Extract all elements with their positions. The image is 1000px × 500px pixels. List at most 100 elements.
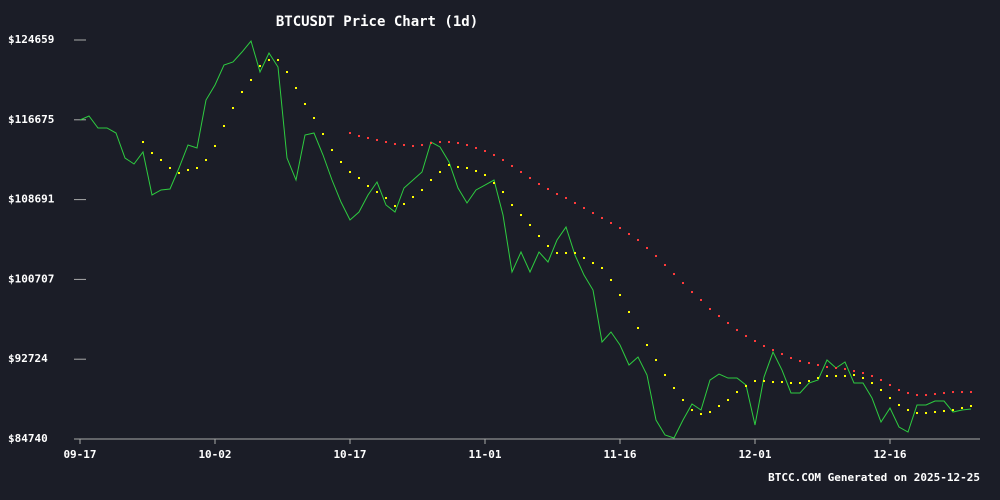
ma-dot bbox=[412, 144, 414, 147]
ma-dot bbox=[889, 384, 891, 387]
ma-dot bbox=[493, 154, 495, 157]
ma-dot bbox=[421, 144, 423, 146]
ma-dot bbox=[799, 360, 801, 363]
ma-dot bbox=[673, 273, 675, 276]
ma-dot bbox=[745, 385, 747, 388]
x-tick-label: 10-17 bbox=[333, 448, 366, 461]
ma-dot bbox=[457, 165, 459, 168]
ma-dot bbox=[880, 389, 882, 392]
ma-dot bbox=[601, 217, 603, 220]
ma-dot bbox=[232, 106, 234, 109]
ma-dot bbox=[844, 368, 846, 371]
ma-dot bbox=[178, 172, 180, 175]
ma-dot bbox=[655, 255, 657, 258]
ma-dot bbox=[817, 377, 819, 380]
ma-dot bbox=[214, 144, 216, 147]
ma-dot bbox=[367, 137, 369, 140]
ma-dot bbox=[943, 392, 945, 395]
y-tick-label: $84740 bbox=[8, 432, 48, 445]
ma-dot bbox=[502, 191, 504, 194]
ma-dot bbox=[286, 71, 288, 74]
ma-dot bbox=[358, 177, 360, 180]
x-tick-label: 12-16 bbox=[873, 448, 906, 461]
ma-dot bbox=[970, 391, 972, 394]
ma-dot bbox=[592, 262, 594, 265]
ma-dot bbox=[835, 375, 837, 378]
ma-dot bbox=[511, 165, 513, 167]
price-line bbox=[79, 39, 972, 439]
ma-dot bbox=[637, 327, 639, 330]
y-tick-label: $100707 bbox=[8, 272, 54, 285]
y-tick-label: $124659 bbox=[8, 33, 54, 46]
ma-dot bbox=[502, 159, 504, 162]
ma-dot bbox=[385, 141, 387, 144]
ma-dot bbox=[340, 161, 342, 164]
ma-dot bbox=[754, 380, 756, 383]
ma-dot bbox=[304, 102, 306, 105]
ma-dot bbox=[223, 124, 225, 127]
ma-dot bbox=[403, 203, 405, 206]
ma-dot bbox=[475, 170, 477, 173]
ma-dot bbox=[556, 252, 558, 255]
ma-dot bbox=[781, 353, 783, 356]
ma-dot bbox=[898, 389, 900, 392]
ma-dot bbox=[835, 367, 837, 370]
ma-dot bbox=[493, 182, 495, 185]
ma-dot bbox=[745, 335, 747, 338]
ma-dot bbox=[376, 191, 378, 194]
ma-dot bbox=[934, 393, 936, 396]
ma-dot bbox=[871, 375, 873, 378]
ma-dot bbox=[952, 391, 954, 394]
ma-dot bbox=[619, 294, 621, 297]
ma-dot bbox=[709, 411, 711, 414]
chart-title: BTCUSDT Price Chart (1d) bbox=[276, 14, 478, 30]
ma-dot bbox=[196, 166, 198, 169]
ma-dot bbox=[439, 141, 441, 144]
ma-dot bbox=[646, 247, 648, 250]
ma-dot bbox=[889, 397, 891, 400]
ma-dot bbox=[619, 227, 621, 230]
ma-dot bbox=[925, 412, 927, 415]
ma-dot bbox=[682, 282, 684, 285]
ma-dot bbox=[448, 141, 450, 144]
ma-dot bbox=[727, 322, 729, 325]
ma-dot bbox=[394, 205, 396, 208]
ma-dot bbox=[862, 372, 864, 375]
ma-dot bbox=[709, 308, 711, 311]
ma-dot bbox=[646, 344, 648, 347]
ma-dot bbox=[367, 185, 369, 188]
ma-dot bbox=[277, 59, 279, 62]
ma-dot bbox=[556, 193, 558, 196]
ma-dot bbox=[673, 387, 675, 390]
ma-dot bbox=[754, 340, 756, 343]
ma-dot bbox=[349, 132, 351, 135]
ma-dot bbox=[826, 375, 828, 378]
ma-dot bbox=[520, 214, 522, 217]
ma-dot bbox=[691, 291, 693, 294]
ma-dot bbox=[826, 366, 828, 369]
ma-dot bbox=[439, 171, 441, 174]
ma-dot bbox=[403, 144, 405, 146]
ma-dot bbox=[430, 179, 432, 182]
ma-dot bbox=[916, 412, 918, 415]
x-tick-label: 10-02 bbox=[198, 448, 231, 461]
ma-dot bbox=[772, 381, 774, 384]
ma-dot bbox=[691, 409, 693, 412]
ma-dot bbox=[385, 197, 387, 200]
ma-dot bbox=[448, 164, 450, 167]
y-tick-label: $116675 bbox=[8, 113, 54, 126]
x-tick-label: 11-16 bbox=[603, 448, 636, 461]
ma-dot bbox=[718, 405, 720, 408]
ma-dot bbox=[781, 381, 783, 384]
ma-dot bbox=[655, 359, 657, 362]
ma-dot bbox=[907, 392, 909, 395]
ma-dot bbox=[241, 91, 243, 94]
ma-dot bbox=[529, 224, 531, 227]
ma-dot bbox=[844, 375, 846, 378]
ma-dot bbox=[457, 142, 459, 145]
ma-dot bbox=[169, 166, 171, 169]
ma-dot bbox=[907, 409, 909, 412]
ma-dot bbox=[970, 405, 972, 408]
ma-dot bbox=[799, 382, 801, 385]
